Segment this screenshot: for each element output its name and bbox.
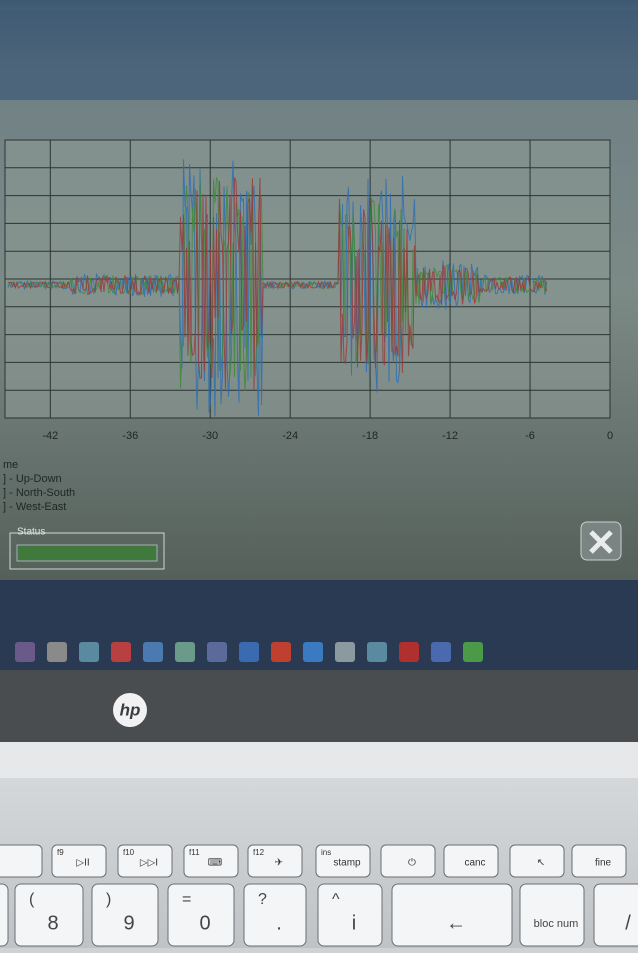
close-icon	[589, 530, 613, 554]
top-bar	[0, 10, 638, 100]
x-tick-label: -42	[42, 430, 58, 442]
key-label: fine	[595, 858, 612, 869]
key-label: ▷▷I	[140, 858, 158, 869]
key-fn: ins	[321, 848, 331, 857]
legend-heading: me	[3, 459, 18, 471]
key[interactable]	[509, 844, 565, 878]
taskbar-icon[interactable]	[431, 642, 451, 662]
taskbar-icon[interactable]	[143, 642, 163, 662]
key[interactable]	[380, 844, 436, 878]
key[interactable]	[593, 883, 638, 947]
key-top: ?	[258, 891, 267, 908]
taskbar-icon[interactable]	[15, 642, 35, 662]
taskbar-icon[interactable]	[463, 642, 483, 662]
key-label: canc	[464, 858, 485, 869]
key[interactable]	[317, 883, 383, 947]
key-label: stamp	[333, 858, 361, 869]
key[interactable]	[183, 844, 239, 878]
taskbar-icon[interactable]	[399, 642, 419, 662]
key-fn: f9	[57, 848, 64, 857]
taskbar-icon[interactable]	[111, 642, 131, 662]
key-label: ↖	[537, 858, 545, 869]
taskbar-icon[interactable]	[303, 642, 323, 662]
logo: hp	[120, 700, 141, 719]
key[interactable]	[0, 844, 43, 878]
bezel	[0, 670, 638, 742]
hinge	[0, 742, 638, 778]
key-top: =	[182, 891, 191, 908]
plot-frame	[4, 139, 611, 419]
legend-item: ] - North-South	[3, 487, 75, 499]
key[interactable]	[247, 844, 303, 878]
taskbar-icon[interactable]	[79, 642, 99, 662]
key[interactable]	[443, 844, 499, 878]
key[interactable]	[167, 883, 235, 947]
key[interactable]	[91, 883, 159, 947]
x-tick-label: 0	[607, 430, 613, 442]
key-label: ✈	[275, 858, 283, 869]
x-tick-label: -36	[122, 430, 138, 442]
key-label: ⏻	[408, 858, 416, 869]
key-label: bloc num	[534, 918, 579, 930]
key[interactable]	[117, 844, 173, 878]
taskbar-icon[interactable]	[47, 642, 67, 662]
key-label: i	[352, 912, 356, 934]
key[interactable]	[14, 883, 84, 947]
key[interactable]	[315, 844, 371, 878]
key-fn: f12	[253, 848, 265, 857]
key-fn: f11	[189, 848, 200, 857]
key[interactable]	[0, 883, 9, 947]
key-top: )	[106, 891, 111, 908]
taskbar-icon[interactable]	[367, 642, 387, 662]
taskbar-icon[interactable]	[207, 642, 227, 662]
key-top: (	[29, 891, 35, 908]
key-label: 8	[47, 912, 58, 934]
waveform	[7, 177, 547, 390]
legend-item: ] - Up-Down	[3, 473, 62, 485]
key[interactable]	[519, 883, 585, 947]
status-label: Status	[17, 527, 45, 538]
x-tick-label: -12	[442, 430, 458, 442]
x-tick-label: -24	[282, 430, 298, 442]
status-box	[9, 532, 165, 570]
key[interactable]	[51, 844, 107, 878]
key[interactable]	[571, 844, 627, 878]
key[interactable]	[391, 883, 513, 947]
key-fn: f10	[123, 848, 135, 857]
key-label: ▷II	[76, 858, 89, 869]
legend-item: ] - West-East	[3, 501, 66, 513]
x-tick-label: -6	[525, 430, 535, 442]
status-progress[interactable]	[16, 544, 158, 562]
key-label: 9	[123, 912, 134, 934]
logo-circle	[113, 693, 147, 727]
x-tick-label: -30	[202, 430, 218, 442]
key-label: 0	[199, 912, 210, 934]
x-tick-label: -18	[362, 430, 378, 442]
key-top: ^	[332, 891, 340, 908]
taskbar-icon[interactable]	[335, 642, 355, 662]
key-label: .	[276, 912, 282, 934]
taskbar-icon[interactable]	[175, 642, 195, 662]
key[interactable]	[243, 883, 307, 947]
key-label: ←	[446, 912, 466, 934]
key-label: /	[625, 912, 631, 934]
waveform	[7, 159, 547, 417]
taskbar-icon[interactable]	[239, 642, 259, 662]
key-label: ⌨	[208, 858, 222, 869]
taskbar-icon[interactable]	[271, 642, 291, 662]
